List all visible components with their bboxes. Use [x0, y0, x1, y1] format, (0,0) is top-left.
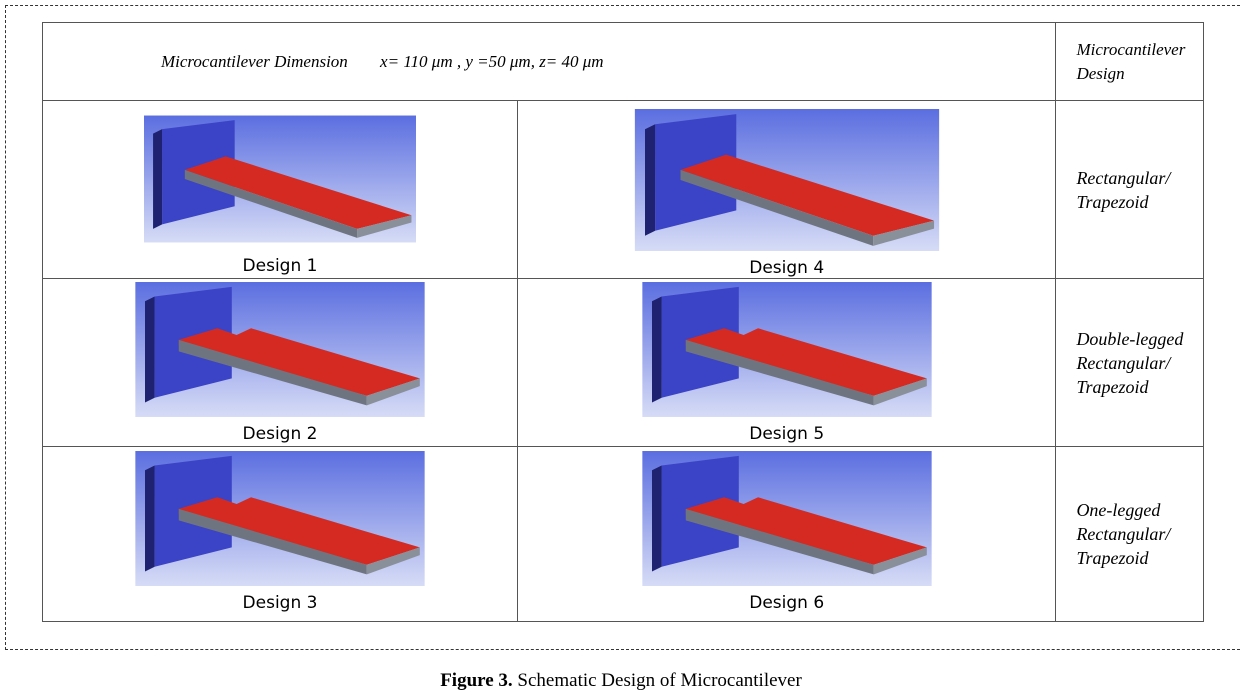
row: Design 3 Design 6 One-legged Rectangular…	[42, 446, 1204, 622]
design-image	[617, 109, 957, 251]
design-cell: Design 3	[42, 446, 518, 622]
design-caption: Design 4	[749, 258, 825, 278]
design-image	[615, 282, 959, 417]
shape-label: One-legged Rectangular/ Trapezoid	[1055, 446, 1204, 622]
design-image	[144, 109, 416, 249]
design-cell: Design 6	[516, 446, 1057, 622]
design-image	[612, 451, 962, 586]
design-image	[132, 282, 428, 417]
row: Design 1 Design 4 Rectangular/ Trapezoid	[42, 100, 1204, 279]
dimension-value: x= 110 μm , y =50 μm, z= 40 μm	[380, 51, 604, 71]
figure-caption: Figure 3. Schematic Design of Microcanti…	[0, 670, 1242, 692]
design-caption: Design 3	[242, 593, 318, 613]
figure-text: Schematic Design of Microcantilever	[517, 670, 802, 691]
design-caption: Design 1	[242, 256, 318, 276]
design-cell: Design 4	[516, 100, 1057, 279]
shape-label: Double-legged Rectangular/ Trapezoid	[1055, 278, 1204, 447]
design-cell: Design 5	[516, 278, 1057, 447]
design-caption: Design 5	[749, 424, 825, 444]
figure-frame	[5, 5, 1242, 650]
header-row: Microcantilever Dimension x= 110 μm , y …	[41, 22, 1204, 101]
design-caption: Design 2	[242, 424, 318, 444]
design-caption: Design 6	[749, 593, 825, 613]
design-table: Microcantilever Dimension x= 110 μm , y …	[41, 22, 1204, 622]
design-cell: Design 2	[42, 278, 518, 447]
dimension-label: Microcantilever Dimension	[161, 51, 348, 71]
dimension-header: Microcantilever Dimension x= 110 μm , y …	[41, 22, 1057, 101]
design-header: Microcantilever Design	[1055, 22, 1204, 101]
design-cell: Design 1	[42, 100, 518, 279]
design-image	[122, 451, 438, 586]
shape-label: Rectangular/ Trapezoid	[1055, 100, 1204, 279]
row: Design 2 Design 5 Double-legged Rectangu…	[42, 278, 1204, 447]
figure-label: Figure 3.	[440, 670, 513, 691]
